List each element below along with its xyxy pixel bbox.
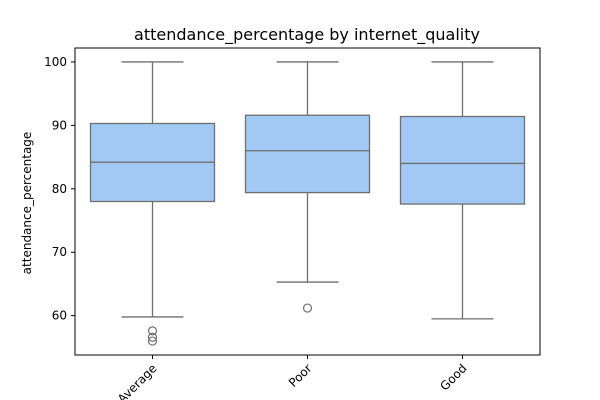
iqr-box [399, 115, 526, 205]
y-axis-label: attendance_percentage [20, 132, 34, 275]
x-tick-label: Average [115, 361, 160, 400]
y-tick-label: 100 [44, 55, 67, 69]
outlier-point [147, 326, 158, 336]
box-good [399, 61, 526, 320]
iqr-box [244, 114, 371, 194]
y-tick-label: 80 [52, 182, 67, 196]
y-tick-label: 90 [52, 118, 67, 132]
outlier-point [147, 336, 158, 346]
x-tick-label: Poor [286, 361, 315, 390]
y-tick-label: 60 [52, 309, 67, 323]
outlier-point [147, 332, 158, 342]
box-average [89, 61, 216, 346]
x-tick-label: Good [437, 361, 469, 393]
plot-area [89, 61, 526, 346]
y-tick-label: 70 [52, 245, 67, 259]
outlier-point [302, 303, 313, 313]
box-poor [244, 61, 371, 313]
chart-title: attendance_percentage by internet_qualit… [134, 25, 480, 45]
